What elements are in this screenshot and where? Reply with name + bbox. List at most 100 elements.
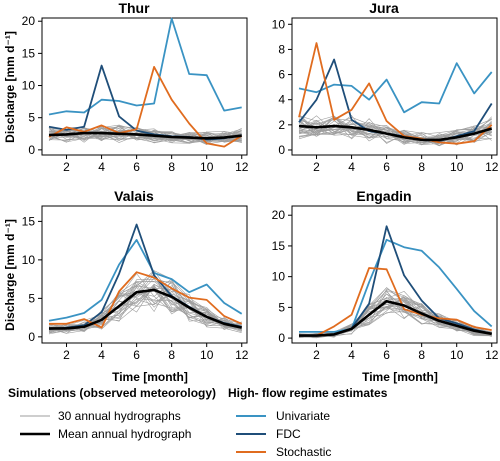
plot-frame bbox=[41, 17, 248, 156]
series-line-stochastic bbox=[49, 271, 243, 329]
x-tick-label: 2 bbox=[63, 348, 70, 362]
x-tick-label: 12 bbox=[485, 160, 499, 174]
y-tick-label: 10 bbox=[22, 253, 36, 267]
y-tick-label: 2 bbox=[278, 118, 285, 132]
x-axis-ticks: 2 4 6 8 10 12 bbox=[63, 343, 249, 362]
series-lines bbox=[48, 17, 243, 148]
x-tick-label: 4 bbox=[98, 348, 105, 362]
x-axis-ticks: 2 4 6 8 10 12 bbox=[313, 343, 499, 362]
x-axis-ticks: 2 4 6 8 10 12 bbox=[63, 155, 249, 174]
y-axis-label: Discharge [mm d⁻¹] bbox=[3, 219, 17, 331]
series-line-univariate bbox=[48, 17, 242, 116]
x-tick-label: 8 bbox=[418, 348, 425, 362]
plot-frame bbox=[291, 205, 498, 344]
x-tick-label: 2 bbox=[313, 160, 320, 174]
y-tick-label: 5 bbox=[28, 111, 35, 125]
x-tick-label: 2 bbox=[313, 348, 320, 362]
y-axis-ticks: 0 5 10 15 bbox=[22, 214, 42, 344]
x-tick-label: 10 bbox=[200, 348, 214, 362]
annual-hydrograph-line bbox=[48, 126, 242, 140]
series-line-univariate bbox=[298, 62, 493, 114]
x-tick-label: 8 bbox=[418, 160, 425, 174]
x-tick-label: 12 bbox=[235, 348, 249, 362]
x-tick-label: 6 bbox=[383, 348, 390, 362]
x-axis-label: Time [month] bbox=[362, 370, 438, 384]
y-tick-label: 20 bbox=[22, 14, 36, 28]
legend-simulations: Simulations (observed meteorology) 30 an… bbox=[8, 386, 216, 441]
plot-frame bbox=[41, 205, 248, 344]
simulated-hydrographs bbox=[298, 114, 492, 147]
legend-label-mean-hydrograph: Mean annual hydrograph bbox=[58, 427, 191, 441]
annual-hydrograph-line bbox=[298, 125, 492, 144]
panel-jura: Jura 2 4 6 8 10 12 0 2 4 6 8 10 bbox=[272, 0, 499, 174]
x-tick-label: 12 bbox=[485, 348, 499, 362]
x-tick-label: 8 bbox=[168, 348, 175, 362]
legend-label-stochastic: Stochastic bbox=[276, 445, 331, 459]
y-tick-label: 0 bbox=[278, 331, 285, 345]
panel-title: Valais bbox=[114, 188, 154, 204]
annual-hydrograph-line bbox=[48, 127, 242, 142]
series-lines bbox=[298, 42, 493, 145]
legend-label-univariate: Univariate bbox=[276, 409, 330, 423]
legend-heading-estimates: High- flow regime estimates bbox=[228, 386, 388, 400]
legend: Simulations (observed meteorology) 30 an… bbox=[8, 386, 388, 459]
y-tick-label: 0 bbox=[28, 330, 35, 344]
x-tick-label: 8 bbox=[168, 160, 175, 174]
y-tick-label: 8 bbox=[278, 42, 285, 56]
panel-title: Jura bbox=[369, 0, 399, 16]
annual-hydrograph-line bbox=[48, 287, 242, 331]
x-tick-label: 6 bbox=[383, 160, 390, 174]
series-line-univariate bbox=[48, 238, 243, 322]
x-tick-label: 6 bbox=[133, 160, 140, 174]
annual-hydrograph-line bbox=[48, 273, 242, 334]
series-line-stochastic bbox=[48, 66, 243, 148]
simulated-hydrographs bbox=[48, 270, 242, 335]
x-tick-label: 2 bbox=[63, 160, 70, 174]
x-tick-label: 12 bbox=[235, 160, 249, 174]
x-tick-label: 4 bbox=[98, 160, 105, 174]
y-axis-label: Discharge [mm d⁻¹] bbox=[3, 31, 17, 143]
annual-hydrograph-line bbox=[48, 278, 242, 333]
y-tick-label: 5 bbox=[278, 300, 285, 314]
mean-hydrograph-line bbox=[48, 131, 242, 140]
mean-hydrograph-line bbox=[299, 299, 492, 337]
annual-hydrograph-line bbox=[48, 291, 242, 334]
x-tick-label: 10 bbox=[200, 160, 214, 174]
x-tick-label: 4 bbox=[348, 160, 355, 174]
y-tick-label: 4 bbox=[278, 93, 285, 107]
panel-valais: Valais Discharge [mm d⁻¹] Time [month] 2… bbox=[3, 188, 249, 384]
mean-hydrograph-line bbox=[298, 124, 493, 142]
y-tick-label: 6 bbox=[278, 68, 285, 82]
series-line-fdc bbox=[48, 64, 242, 141]
x-tick-label: 6 bbox=[133, 348, 140, 362]
y-tick-label: 0 bbox=[278, 143, 285, 157]
y-tick-label: 0 bbox=[28, 143, 35, 157]
series-lines bbox=[48, 223, 243, 330]
y-tick-label: 10 bbox=[22, 79, 36, 93]
y-tick-label: 10 bbox=[272, 17, 286, 31]
panel-engadin: Engadin Time [month] 2 4 6 8 10 12 0 5 10 15 20 bbox=[272, 188, 499, 384]
panel-thur: Thur Discharge [mm d⁻¹] 2 4 6 8 10 12 0 5 10 15 2… bbox=[3, 0, 249, 174]
panel-title: Engadin bbox=[356, 188, 411, 204]
series-line-univariate bbox=[299, 238, 493, 333]
legend-estimates: High- flow regime estimates Univariate F… bbox=[228, 386, 388, 459]
legend-label-annual-hydrographs: 30 annual hydrographs bbox=[58, 409, 181, 423]
panel-title: Thur bbox=[118, 0, 150, 16]
y-tick-label: 5 bbox=[28, 291, 35, 305]
legend-heading-simulations: Simulations (observed meteorology) bbox=[8, 386, 216, 400]
y-tick-label: 15 bbox=[22, 46, 36, 60]
y-tick-label: 20 bbox=[272, 208, 286, 222]
x-tick-label: 10 bbox=[450, 160, 464, 174]
mean-hydrograph-line bbox=[49, 288, 242, 330]
x-tick-label: 4 bbox=[348, 348, 355, 362]
y-tick-label: 15 bbox=[22, 214, 36, 228]
x-tick-label: 10 bbox=[450, 348, 464, 362]
x-axis-ticks: 2 4 6 8 10 12 bbox=[313, 155, 499, 174]
y-axis-ticks: 0 2 4 6 8 10 bbox=[272, 17, 292, 157]
series-line-stochastic bbox=[298, 42, 493, 145]
series-lines bbox=[299, 225, 493, 337]
y-axis-ticks: 0 5 10 15 20 bbox=[22, 14, 42, 157]
x-axis-label: Time [month] bbox=[112, 370, 188, 384]
y-tick-label: 15 bbox=[272, 239, 286, 253]
